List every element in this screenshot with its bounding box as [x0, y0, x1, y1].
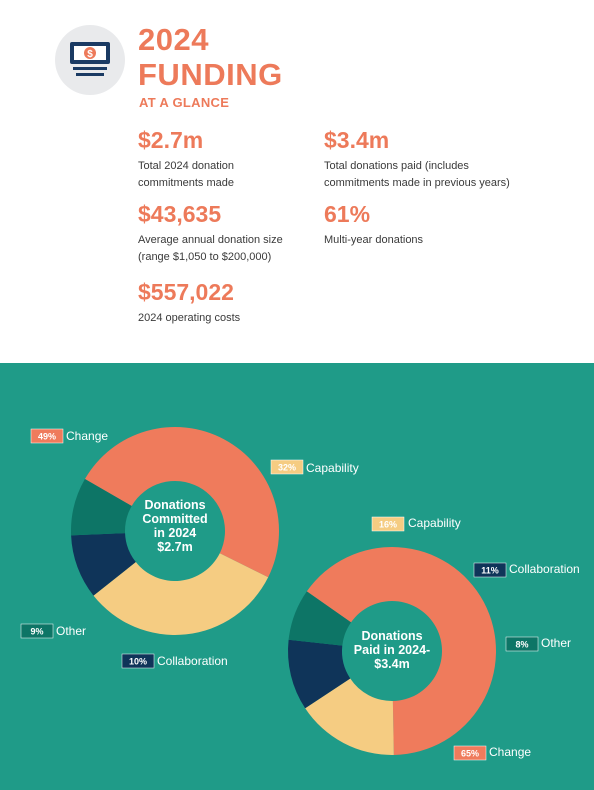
stat-value: $2.7m [138, 127, 204, 153]
stat-value: 61% [324, 201, 371, 227]
stat-desc-line: Average annual donation size [138, 234, 283, 246]
percent-badge [20, 623, 54, 639]
donut-center-label: Committed [142, 512, 207, 526]
stat-desc-line: Total donations paid (includes [324, 160, 469, 172]
category-label: Capability [306, 461, 359, 475]
stat-value: $557,022 [138, 279, 234, 305]
percent-badge [505, 636, 539, 652]
stat-description: Total 2024 donation commitments made [138, 158, 234, 192]
stat-desc-line: 2024 operating costs [138, 312, 241, 324]
slice-capability [93, 553, 269, 635]
slice-collaboration [288, 639, 351, 709]
donut-center-label: $3.4m [374, 657, 409, 671]
percent-badge [270, 459, 304, 475]
category-label: Collaboration [157, 654, 228, 668]
slice-label-change: 65% Change [453, 745, 531, 761]
slice-label-other: 8% Other [505, 636, 571, 652]
money-icon: $ [55, 25, 125, 95]
stat-description: Multi-year donations [324, 232, 423, 249]
slice-change [84, 426, 280, 578]
percent-label: 16% [379, 520, 397, 530]
percent-label: 11% [481, 566, 499, 576]
slice-other [288, 591, 352, 646]
stat-commitments: $2.7m Total 2024 donation commitments ma… [138, 126, 234, 192]
slice-collaboration [71, 533, 136, 596]
slice-capability [305, 678, 394, 755]
percent-label: 65% [461, 749, 479, 759]
svg-text:$: $ [87, 49, 93, 60]
slice-label-collaboration: 10% Collaboration [121, 653, 228, 669]
title-year: 2024 [138, 22, 209, 57]
donut-chart-1: 49% Change 32% Capability 10% Collaboration 9%… [20, 426, 359, 669]
stat-desc-line: Total 2024 donation [138, 160, 235, 172]
slice-label-capability: 32% Capability [270, 459, 359, 475]
category-label: Change [66, 429, 108, 443]
slice-label-change: 49% Change [30, 428, 108, 444]
percent-label: 10% [129, 657, 147, 667]
category-label: Other [541, 636, 571, 650]
stat-desc-line: commitments made in previous years) [324, 177, 510, 189]
stat-value: $43,635 [138, 201, 222, 227]
percent-badge [473, 562, 507, 578]
stat-desc-line: commitments made [138, 177, 234, 189]
donut-charts: 49% Change 32% Capability 10% Collaboration 9%… [20, 426, 580, 761]
stat-average-donation: $43,635 Average annual donation size (ra… [138, 200, 283, 266]
percent-label: 8% [515, 640, 528, 650]
percent-label: 32% [278, 463, 296, 473]
percent-badge [121, 653, 155, 669]
stat-desc-line: (range $1,050 to $200,000) [138, 251, 272, 263]
stat-operating-costs: $557,022 2024 operating costs [138, 278, 240, 327]
stat-description: Average annual donation size (range $1,0… [138, 232, 283, 266]
donut-center-label: Donations [361, 629, 422, 643]
percent-badge [30, 428, 64, 444]
stat-description: 2024 operating costs [138, 310, 240, 327]
percent-label: 49% [38, 432, 56, 442]
donut-center-label: in 2024 [154, 526, 196, 540]
percent-badge [453, 745, 487, 761]
stat-desc-line: Multi-year donations [324, 234, 424, 246]
slice-label-collaboration: 11% Collaboration [473, 562, 580, 578]
title-word: FUNDING [138, 57, 283, 92]
donut-center-label: $2.7m [157, 540, 192, 554]
category-label: Collaboration [509, 562, 580, 576]
percent-label: 9% [30, 627, 43, 637]
stat-description: Total donations paid (includes commitmen… [324, 158, 510, 192]
slice-label-capability: 16% Capability [371, 516, 461, 532]
stat-multi-year: 61% Multi-year donations [324, 200, 423, 249]
charts-section: 49% Change 32% Capability 10% Collaboration 9%… [0, 363, 594, 790]
donut-center-label: Donations [144, 498, 205, 512]
donut-center-label: Paid in 2024- [354, 643, 430, 657]
stat-value: $3.4m [324, 127, 390, 153]
summary-section: $ 2024 FUNDING AT A GLANCE $2.7m Total 2… [0, 0, 594, 363]
category-label: Other [56, 624, 86, 638]
category-label: Change [489, 745, 531, 759]
slice-label-other: 9% Other [20, 623, 86, 639]
donut-chart-2: 65% Change 16% Capability 11% Collaboration 8%… [288, 516, 580, 761]
slice-change [306, 547, 496, 755]
percent-badge [371, 516, 405, 532]
stat-donations-paid: $3.4m Total donations paid (includes com… [324, 126, 510, 192]
category-label: Capability [408, 516, 461, 530]
page-subtitle: AT A GLANCE [139, 95, 230, 110]
page-title: 2024 FUNDING [138, 22, 283, 92]
slice-other [70, 479, 132, 536]
